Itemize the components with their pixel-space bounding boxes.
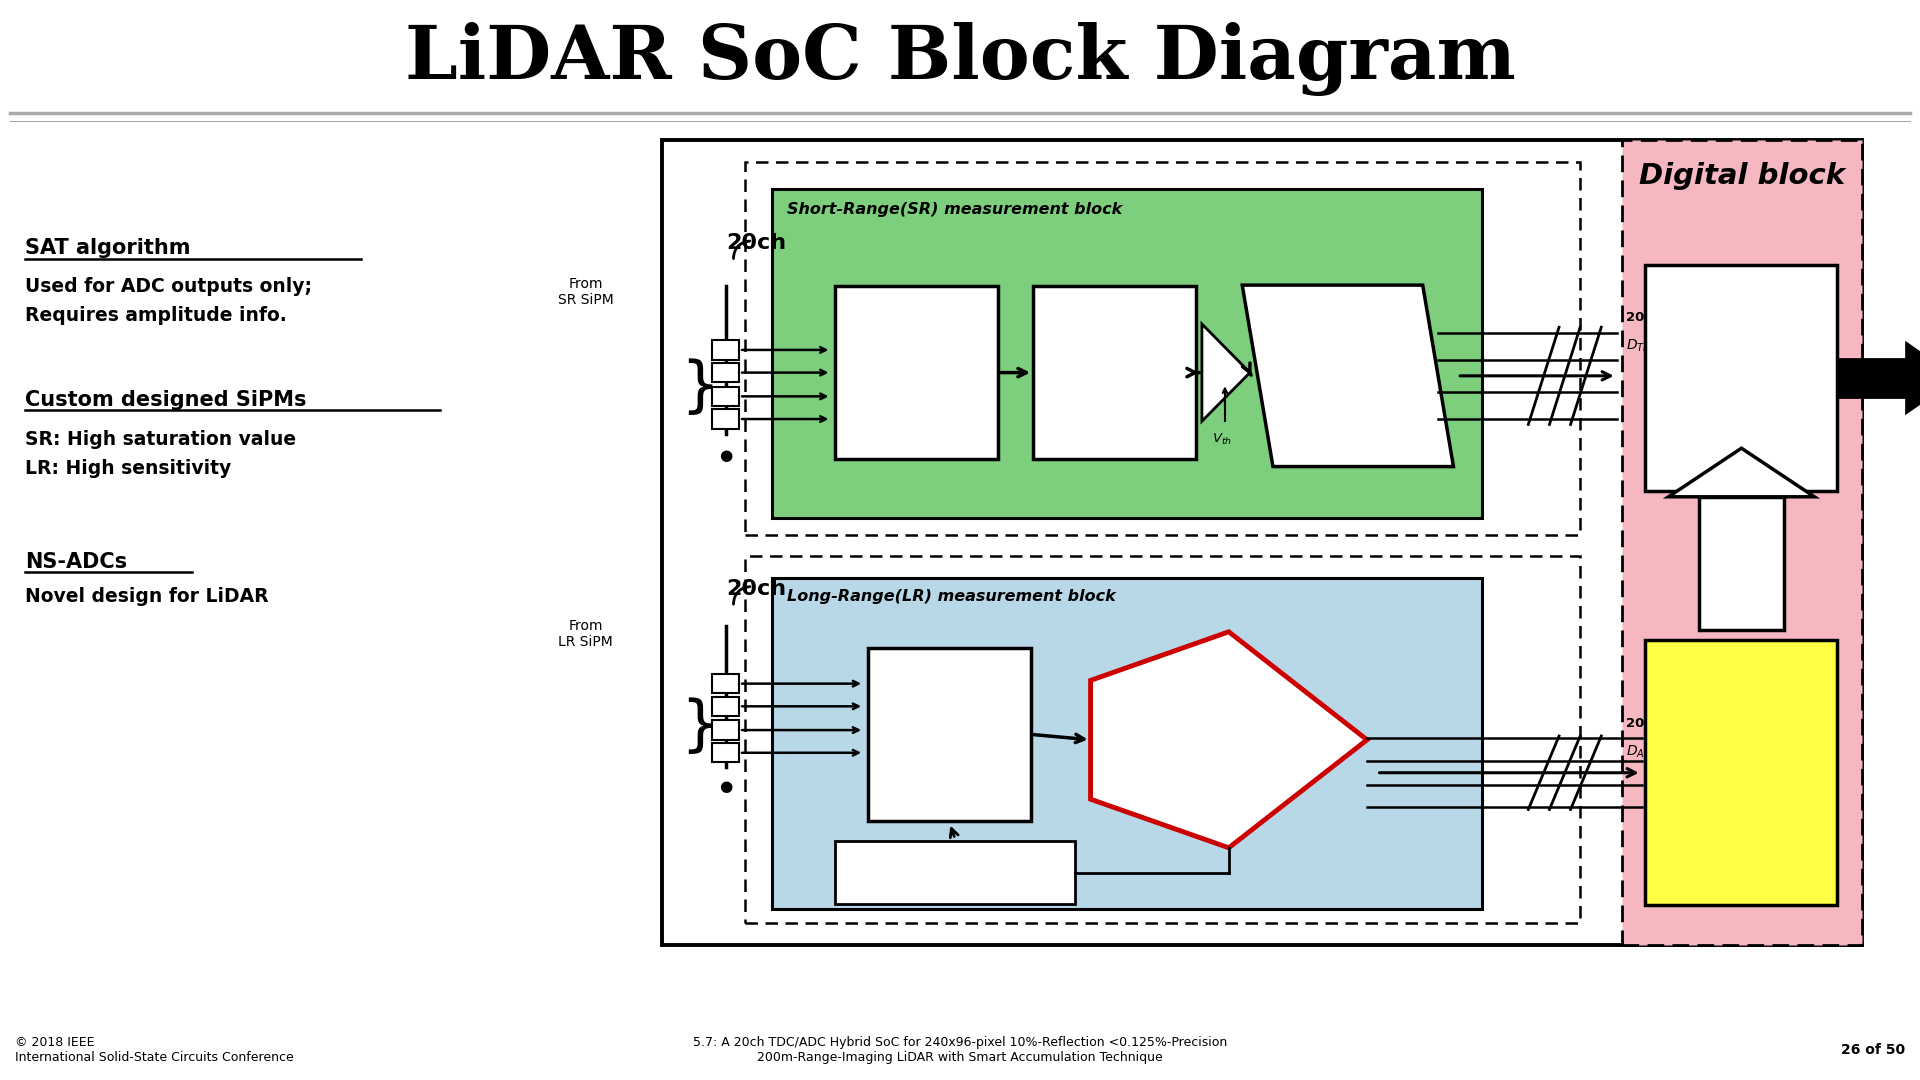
Text: LiDAR SoC Block Diagram: LiDAR SoC Block Diagram bbox=[405, 23, 1515, 96]
Bar bbox=[712, 720, 739, 740]
Bar bbox=[712, 743, 739, 762]
FancyBboxPatch shape bbox=[835, 286, 998, 459]
Text: Short-Range(SR) measurement block: Short-Range(SR) measurement block bbox=[787, 202, 1123, 217]
Bar bbox=[712, 409, 739, 429]
Text: TIA: TIA bbox=[931, 725, 968, 744]
Text: © 2018 IEEE
International Solid-State Circuits Conference: © 2018 IEEE International Solid-State Ci… bbox=[15, 1036, 294, 1064]
Text: DC-Calibration: DC-Calibration bbox=[895, 865, 1016, 880]
Text: Requires amplitude info.: Requires amplitude info. bbox=[25, 306, 286, 325]
Polygon shape bbox=[1242, 285, 1453, 467]
Text: 12b TDC: 12b TDC bbox=[1306, 367, 1390, 384]
Text: Smart
Accumulation
(SAT): Smart Accumulation (SAT) bbox=[1672, 743, 1811, 802]
FancyBboxPatch shape bbox=[1645, 640, 1837, 905]
Polygon shape bbox=[1699, 497, 1784, 630]
Text: 20ch: 20ch bbox=[1626, 311, 1663, 324]
Bar bbox=[712, 363, 739, 382]
Text: ●: ● bbox=[720, 448, 732, 463]
FancyBboxPatch shape bbox=[772, 189, 1482, 518]
Text: From
SR SiPM: From SR SiPM bbox=[557, 276, 614, 307]
Polygon shape bbox=[1907, 343, 1920, 413]
Text: 20ch: 20ch bbox=[726, 233, 785, 253]
Text: Digital block: Digital block bbox=[1640, 162, 1845, 190]
Text: LR: High sensitivity: LR: High sensitivity bbox=[25, 459, 230, 478]
Bar bbox=[712, 387, 739, 406]
FancyBboxPatch shape bbox=[868, 648, 1031, 821]
Bar bbox=[712, 674, 739, 693]
Text: 400MS/s
5b NS-SAR
ADC: 400MS/s 5b NS-SAR ADC bbox=[1169, 715, 1261, 765]
Text: From
LR SiPM: From LR SiPM bbox=[559, 619, 612, 649]
FancyBboxPatch shape bbox=[745, 162, 1580, 535]
Text: $D_{TDC}$: $D_{TDC}$ bbox=[1626, 338, 1659, 354]
Text: SAT algorithm: SAT algorithm bbox=[25, 239, 190, 258]
FancyBboxPatch shape bbox=[662, 140, 1862, 945]
FancyBboxPatch shape bbox=[1033, 286, 1196, 459]
Text: CFD: CFD bbox=[1091, 363, 1139, 382]
Polygon shape bbox=[1091, 632, 1367, 848]
FancyBboxPatch shape bbox=[1645, 265, 1837, 491]
Text: SR: High saturation value: SR: High saturation value bbox=[25, 430, 296, 449]
Text: TIA: TIA bbox=[899, 363, 935, 382]
Text: 26 of 50: 26 of 50 bbox=[1841, 1043, 1905, 1056]
Text: $D_{ADC}$: $D_{ADC}$ bbox=[1626, 743, 1659, 760]
Text: ●: ● bbox=[720, 779, 732, 794]
Text: {: { bbox=[666, 694, 705, 753]
FancyBboxPatch shape bbox=[745, 556, 1580, 923]
Text: Long-Range(LR) measurement block: Long-Range(LR) measurement block bbox=[787, 589, 1116, 604]
FancyBboxPatch shape bbox=[835, 841, 1075, 904]
Text: Novel design for LiDAR: Novel design for LiDAR bbox=[25, 586, 269, 606]
Polygon shape bbox=[1668, 448, 1814, 497]
FancyBboxPatch shape bbox=[1622, 140, 1862, 945]
Polygon shape bbox=[1837, 359, 1910, 397]
Text: 20ch: 20ch bbox=[1626, 716, 1663, 730]
Text: {: { bbox=[666, 355, 705, 414]
Polygon shape bbox=[1202, 324, 1250, 421]
FancyBboxPatch shape bbox=[772, 578, 1482, 909]
Bar bbox=[712, 697, 739, 716]
Bar bbox=[712, 340, 739, 360]
Text: $V_{th}$: $V_{th}$ bbox=[1212, 432, 1231, 447]
Text: 20ch: 20ch bbox=[726, 579, 785, 598]
Text: NS-ADCs: NS-ADCs bbox=[25, 552, 127, 571]
Text: Custom designed SiPMs: Custom designed SiPMs bbox=[25, 390, 307, 409]
Text: Image
Construction: Image Construction bbox=[1676, 359, 1807, 397]
Text: Used for ADC outputs only;: Used for ADC outputs only; bbox=[25, 276, 311, 296]
Text: 5.7: A 20ch TDC/ADC Hybrid SoC for 240x96-pixel 10%-Reflection <0.125%-Precision: 5.7: A 20ch TDC/ADC Hybrid SoC for 240x9… bbox=[693, 1036, 1227, 1064]
